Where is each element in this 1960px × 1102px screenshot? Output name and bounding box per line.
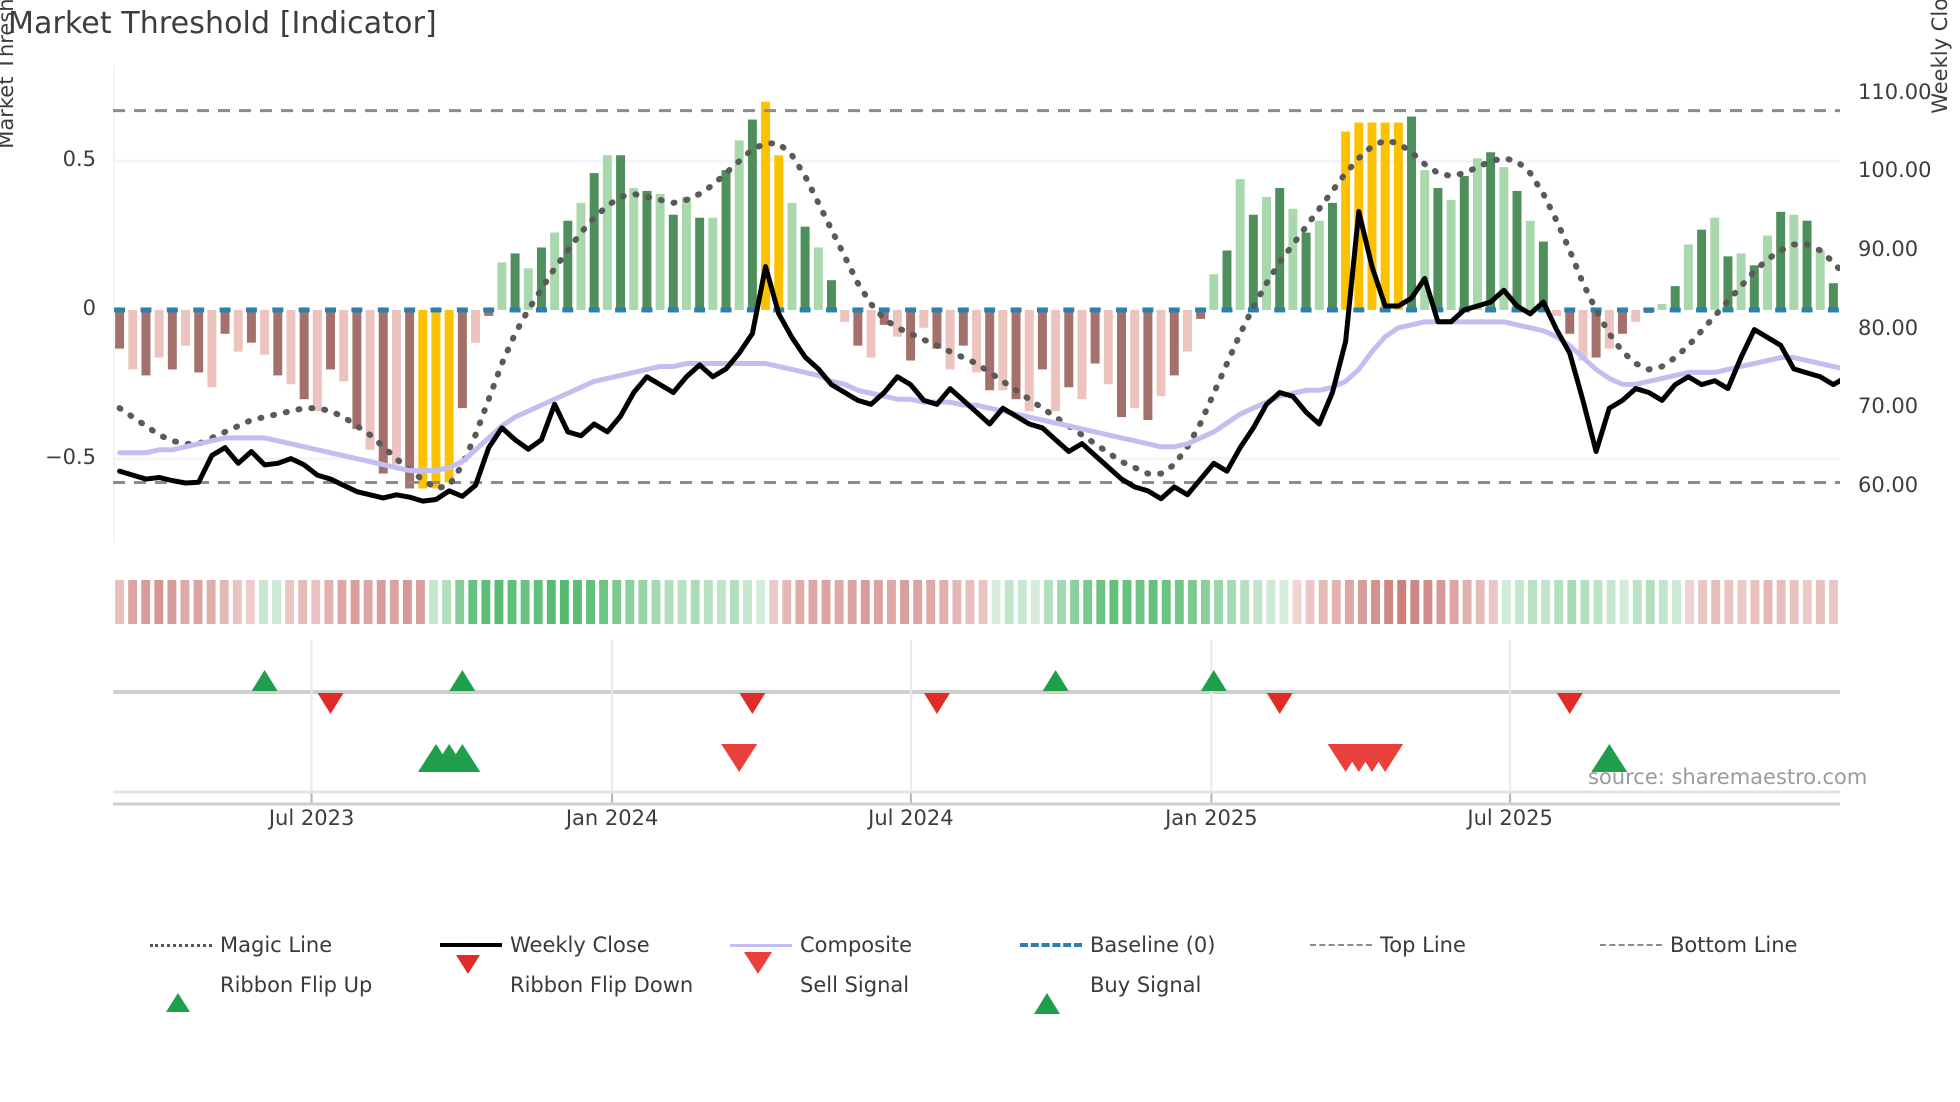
weekly-close-line-series	[117, 209, 1840, 504]
x-tick: Jul 2024	[868, 806, 954, 830]
line-swatch-icon	[1020, 934, 1082, 956]
ribbon-heat-strip-svg	[115, 580, 1838, 624]
legend-item[interactable]: Bottom Line	[1600, 933, 1890, 957]
ribbon-flip-down-marker	[739, 693, 766, 714]
legend-item-label: Sell Signal	[800, 973, 910, 997]
buy-signal-marker	[1591, 744, 1628, 772]
ribbon-flip-up-marker	[251, 670, 278, 691]
legend-item[interactable]: Top Line	[1310, 933, 1600, 957]
x-tick: Jan 2024	[565, 806, 659, 830]
y-tick-right: 100.00	[1858, 158, 1932, 183]
source-attribution: source: sharemaestro.com	[1588, 765, 1868, 789]
chart-legend: Magic Line Weekly Close Composite Baseline …	[150, 925, 1910, 1014]
y-tick-right: 90.00	[1858, 236, 1919, 261]
y-tick-right: 60.00	[1858, 472, 1919, 497]
line-swatch-icon	[730, 934, 792, 956]
line-swatch-icon	[150, 934, 212, 956]
triangle-up-icon	[150, 974, 212, 1012]
page-title: Market Threshold [Indicator]	[8, 6, 437, 41]
triangle-down-icon	[730, 952, 792, 996]
y-tick-left: 0.5	[62, 147, 96, 172]
legend-item-label: Baseline (0)	[1090, 933, 1216, 957]
ribbon-flip-down-marker	[317, 693, 344, 714]
legend-item[interactable]: Weekly Close	[440, 933, 730, 957]
y-tick-left: −0.5	[45, 444, 96, 469]
legend-item-label: Bottom Line	[1670, 933, 1798, 957]
triangle-down-icon	[440, 955, 502, 996]
line-swatch-icon	[440, 934, 502, 956]
ribbon-flip-down-marker	[1266, 693, 1293, 714]
legend-item-label: Top Line	[1380, 933, 1466, 957]
y-tick-right: 80.00	[1858, 315, 1919, 340]
legend-row-2: Ribbon Flip Up Ribbon Flip Down Sell Signa…	[150, 952, 1910, 1014]
x-tick: Jan 2025	[1165, 806, 1258, 830]
legend-item[interactable]: Buy Signal	[1020, 973, 1310, 1014]
ribbon-flip-down-marker	[923, 693, 950, 714]
legend-item-label: Composite	[800, 933, 913, 957]
legend-item[interactable]: Sell Signal	[730, 952, 1020, 997]
y-tick-left: 0	[82, 295, 96, 320]
ribbon-flip-up-marker	[1042, 670, 1069, 691]
legend-item[interactable]: Ribbon Flip Up	[150, 973, 440, 1012]
legend-item-label: Ribbon Flip Down	[510, 973, 694, 997]
line-swatch-icon	[1310, 934, 1372, 956]
ribbon-heat-strip	[113, 576, 1840, 628]
legend-item-label: Magic Line	[220, 933, 333, 957]
legend-item[interactable]: Composite	[730, 933, 1020, 957]
threshold-bars	[115, 101, 1838, 489]
legend-item[interactable]: Magic Line	[150, 933, 440, 957]
y-tick-right: 110.00	[1858, 79, 1932, 104]
ribbon-flip-down-marker	[1556, 693, 1583, 714]
legend-item-label: Weekly Close	[510, 933, 650, 957]
x-tick: Jul 2023	[268, 806, 355, 830]
legend-item-label: Ribbon Flip Up	[220, 973, 373, 997]
ribbon-flip-up-marker	[1200, 670, 1227, 691]
y-tick-right: 70.00	[1858, 394, 1919, 419]
main-plot-svg	[113, 66, 1840, 542]
legend-item[interactable]: Ribbon Flip Down	[440, 955, 730, 997]
legend-item[interactable]: Baseline (0)	[1020, 933, 1310, 957]
signal-marker-panel	[113, 640, 1840, 820]
sell-signal-marker	[721, 744, 758, 772]
main-plot-area	[113, 66, 1840, 542]
legend-row-1: Magic Line Weekly Close Composite Baseline …	[150, 925, 1910, 965]
triangle-up-icon	[1020, 974, 1082, 1014]
line-swatch-icon	[1600, 934, 1662, 956]
ribbon-flip-up-marker	[449, 670, 476, 691]
buy-signal-marker	[444, 744, 481, 772]
x-tick: Jul 2025	[1467, 806, 1553, 830]
legend-item-label: Buy Signal	[1090, 973, 1202, 997]
y-axis-left-label: Market Threshold (Composite)	[0, 0, 18, 150]
composite-line-series	[117, 319, 1840, 474]
sell-signal-marker	[1367, 744, 1404, 772]
signal-marker-svg	[113, 640, 1840, 806]
